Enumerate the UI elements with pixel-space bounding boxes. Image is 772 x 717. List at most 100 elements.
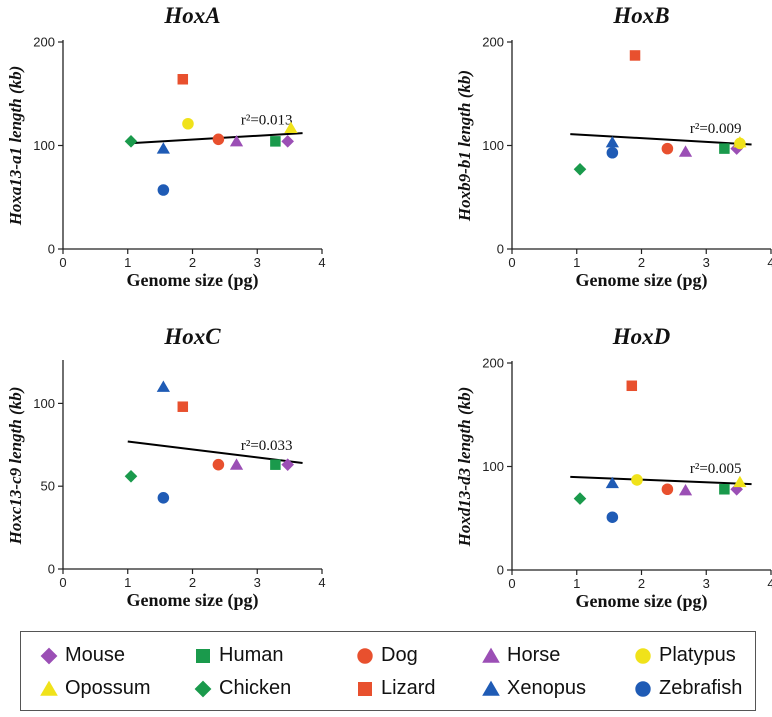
point-opossum (733, 475, 747, 488)
legend-marker (482, 647, 500, 663)
legend-marker-square-icon (196, 649, 210, 663)
x-tick-label: 4 (767, 255, 772, 270)
point-platypus (182, 117, 194, 130)
x-tick-label: 2 (638, 255, 645, 270)
point-dog (212, 133, 225, 146)
legend-marker-diamond-icon (40, 647, 58, 665)
legend-item-xenopus: Xenopus (481, 671, 586, 705)
legend-marker (40, 647, 58, 665)
point-zebrafish (157, 184, 170, 196)
point-lizard (629, 50, 641, 61)
r-squared-annotation: r²=0.009 (690, 121, 742, 137)
legend-marker-diamond-icon (194, 680, 212, 698)
point-dog (212, 458, 225, 471)
legend-label: Human (219, 643, 284, 666)
y-tick-label: 0 (48, 242, 55, 257)
point-horse (678, 484, 693, 496)
panel-hoxd: HoxD 0 1 2 3 4 0 100 200 Genome size (pg) Hoxd13-d… (455, 324, 772, 612)
y-tick-label: 200 (33, 35, 55, 50)
point-zebrafish (606, 146, 619, 159)
point-xenopus (605, 476, 619, 489)
legend-item-horse: Horse (481, 638, 560, 672)
x-tick-label: 4 (767, 576, 772, 591)
x-tick-label: 1 (124, 575, 131, 590)
x-tick-label: 0 (508, 576, 515, 591)
x-tick-label: 2 (189, 255, 196, 270)
legend-marker (635, 681, 651, 697)
trend-line (570, 475, 752, 486)
y-axis-label: Hoxc13-c9 length (kb) (6, 387, 25, 546)
legend-marker-circle-icon (635, 681, 651, 697)
legend-marker (357, 648, 373, 664)
point-human (270, 459, 281, 470)
y-axis-label: Hoxa13-a1 length (kb) (6, 66, 25, 227)
x-tick-label: 0 (59, 575, 66, 590)
legend-item-lizard: Lizard (355, 671, 435, 705)
x-tick-label: 3 (703, 576, 710, 591)
point-horse (229, 135, 244, 147)
point-dog (661, 483, 674, 496)
y-tick-label: 0 (497, 563, 504, 578)
x-tick-label: 2 (189, 575, 196, 590)
legend-item-human: Human (193, 638, 283, 672)
r-squared-annotation: r²=0.005 (690, 461, 742, 477)
point-mouse (730, 142, 743, 155)
legend-marker (358, 682, 372, 696)
point-horse (678, 145, 693, 157)
legend-label: Opossum (65, 676, 151, 699)
chart-title: HoxC (163, 324, 221, 349)
point-opossum (733, 136, 747, 148)
legend-item-platypus: Platypus (633, 638, 736, 672)
legend-label: Zebrafish (659, 676, 743, 699)
point-mouse (730, 482, 743, 496)
y-axis-label: Hoxd13-d3 length (kb) (455, 387, 474, 548)
legend-marker-triangle-icon (40, 680, 58, 696)
point-human (270, 136, 281, 147)
legend-marker (482, 680, 500, 696)
x-tick-label: 3 (254, 575, 261, 590)
point-horse (229, 458, 244, 470)
x-tick-label: 0 (59, 255, 66, 270)
x-axis-label: Genome size (pg) (127, 590, 259, 611)
x-tick-label: 3 (703, 255, 710, 270)
point-human (719, 484, 730, 495)
legend-item-zebrafish: Zebrafish (633, 671, 742, 705)
y-tick-label: 0 (497, 242, 504, 257)
chart-title: HoxA (163, 3, 220, 28)
point-lizard (177, 401, 189, 412)
legend-marker-circle-icon (635, 648, 651, 664)
point-human (719, 143, 730, 154)
x-tick-label: 1 (124, 255, 131, 270)
legend-marker (40, 680, 58, 696)
point-xenopus (156, 142, 170, 154)
y-tick-label: 100 (482, 459, 504, 474)
point-mouse (281, 458, 294, 471)
y-tick-label: 100 (33, 396, 55, 411)
x-tick-label: 3 (254, 255, 261, 270)
legend-marker-circle-icon (357, 648, 373, 664)
legend-label: Dog (381, 643, 418, 666)
x-tick-label: 4 (318, 575, 325, 590)
legend-marker (635, 648, 651, 664)
point-zebrafish (157, 492, 170, 504)
point-chicken (124, 135, 138, 148)
y-tick-label: 200 (482, 35, 504, 50)
legend-marker-triangle-icon (482, 647, 500, 663)
y-axis-label: Hoxb9-b1 length (kb) (455, 70, 474, 222)
point-lizard (177, 74, 189, 85)
point-mouse (281, 135, 294, 148)
x-axis-label: Genome size (pg) (576, 591, 708, 612)
chart-title: HoxB (612, 3, 669, 28)
point-platypus (631, 474, 643, 486)
y-tick-label: 100 (482, 138, 504, 153)
y-tick-label: 100 (33, 138, 55, 153)
chart-title: HoxD (612, 324, 671, 349)
legend-label: Horse (507, 643, 561, 666)
point-lizard (626, 380, 638, 392)
x-tick-label: 4 (318, 255, 325, 270)
r-squared-annotation: r²=0.033 (241, 438, 293, 454)
panel-hoxb: HoxB 0 1 2 3 4 0 100 200 Genome size (pg) Hoxb9-b1… (455, 3, 772, 291)
legend-item-dog: Dog (355, 638, 418, 672)
point-chicken (124, 469, 138, 483)
legend-label: Platypus (659, 643, 736, 666)
